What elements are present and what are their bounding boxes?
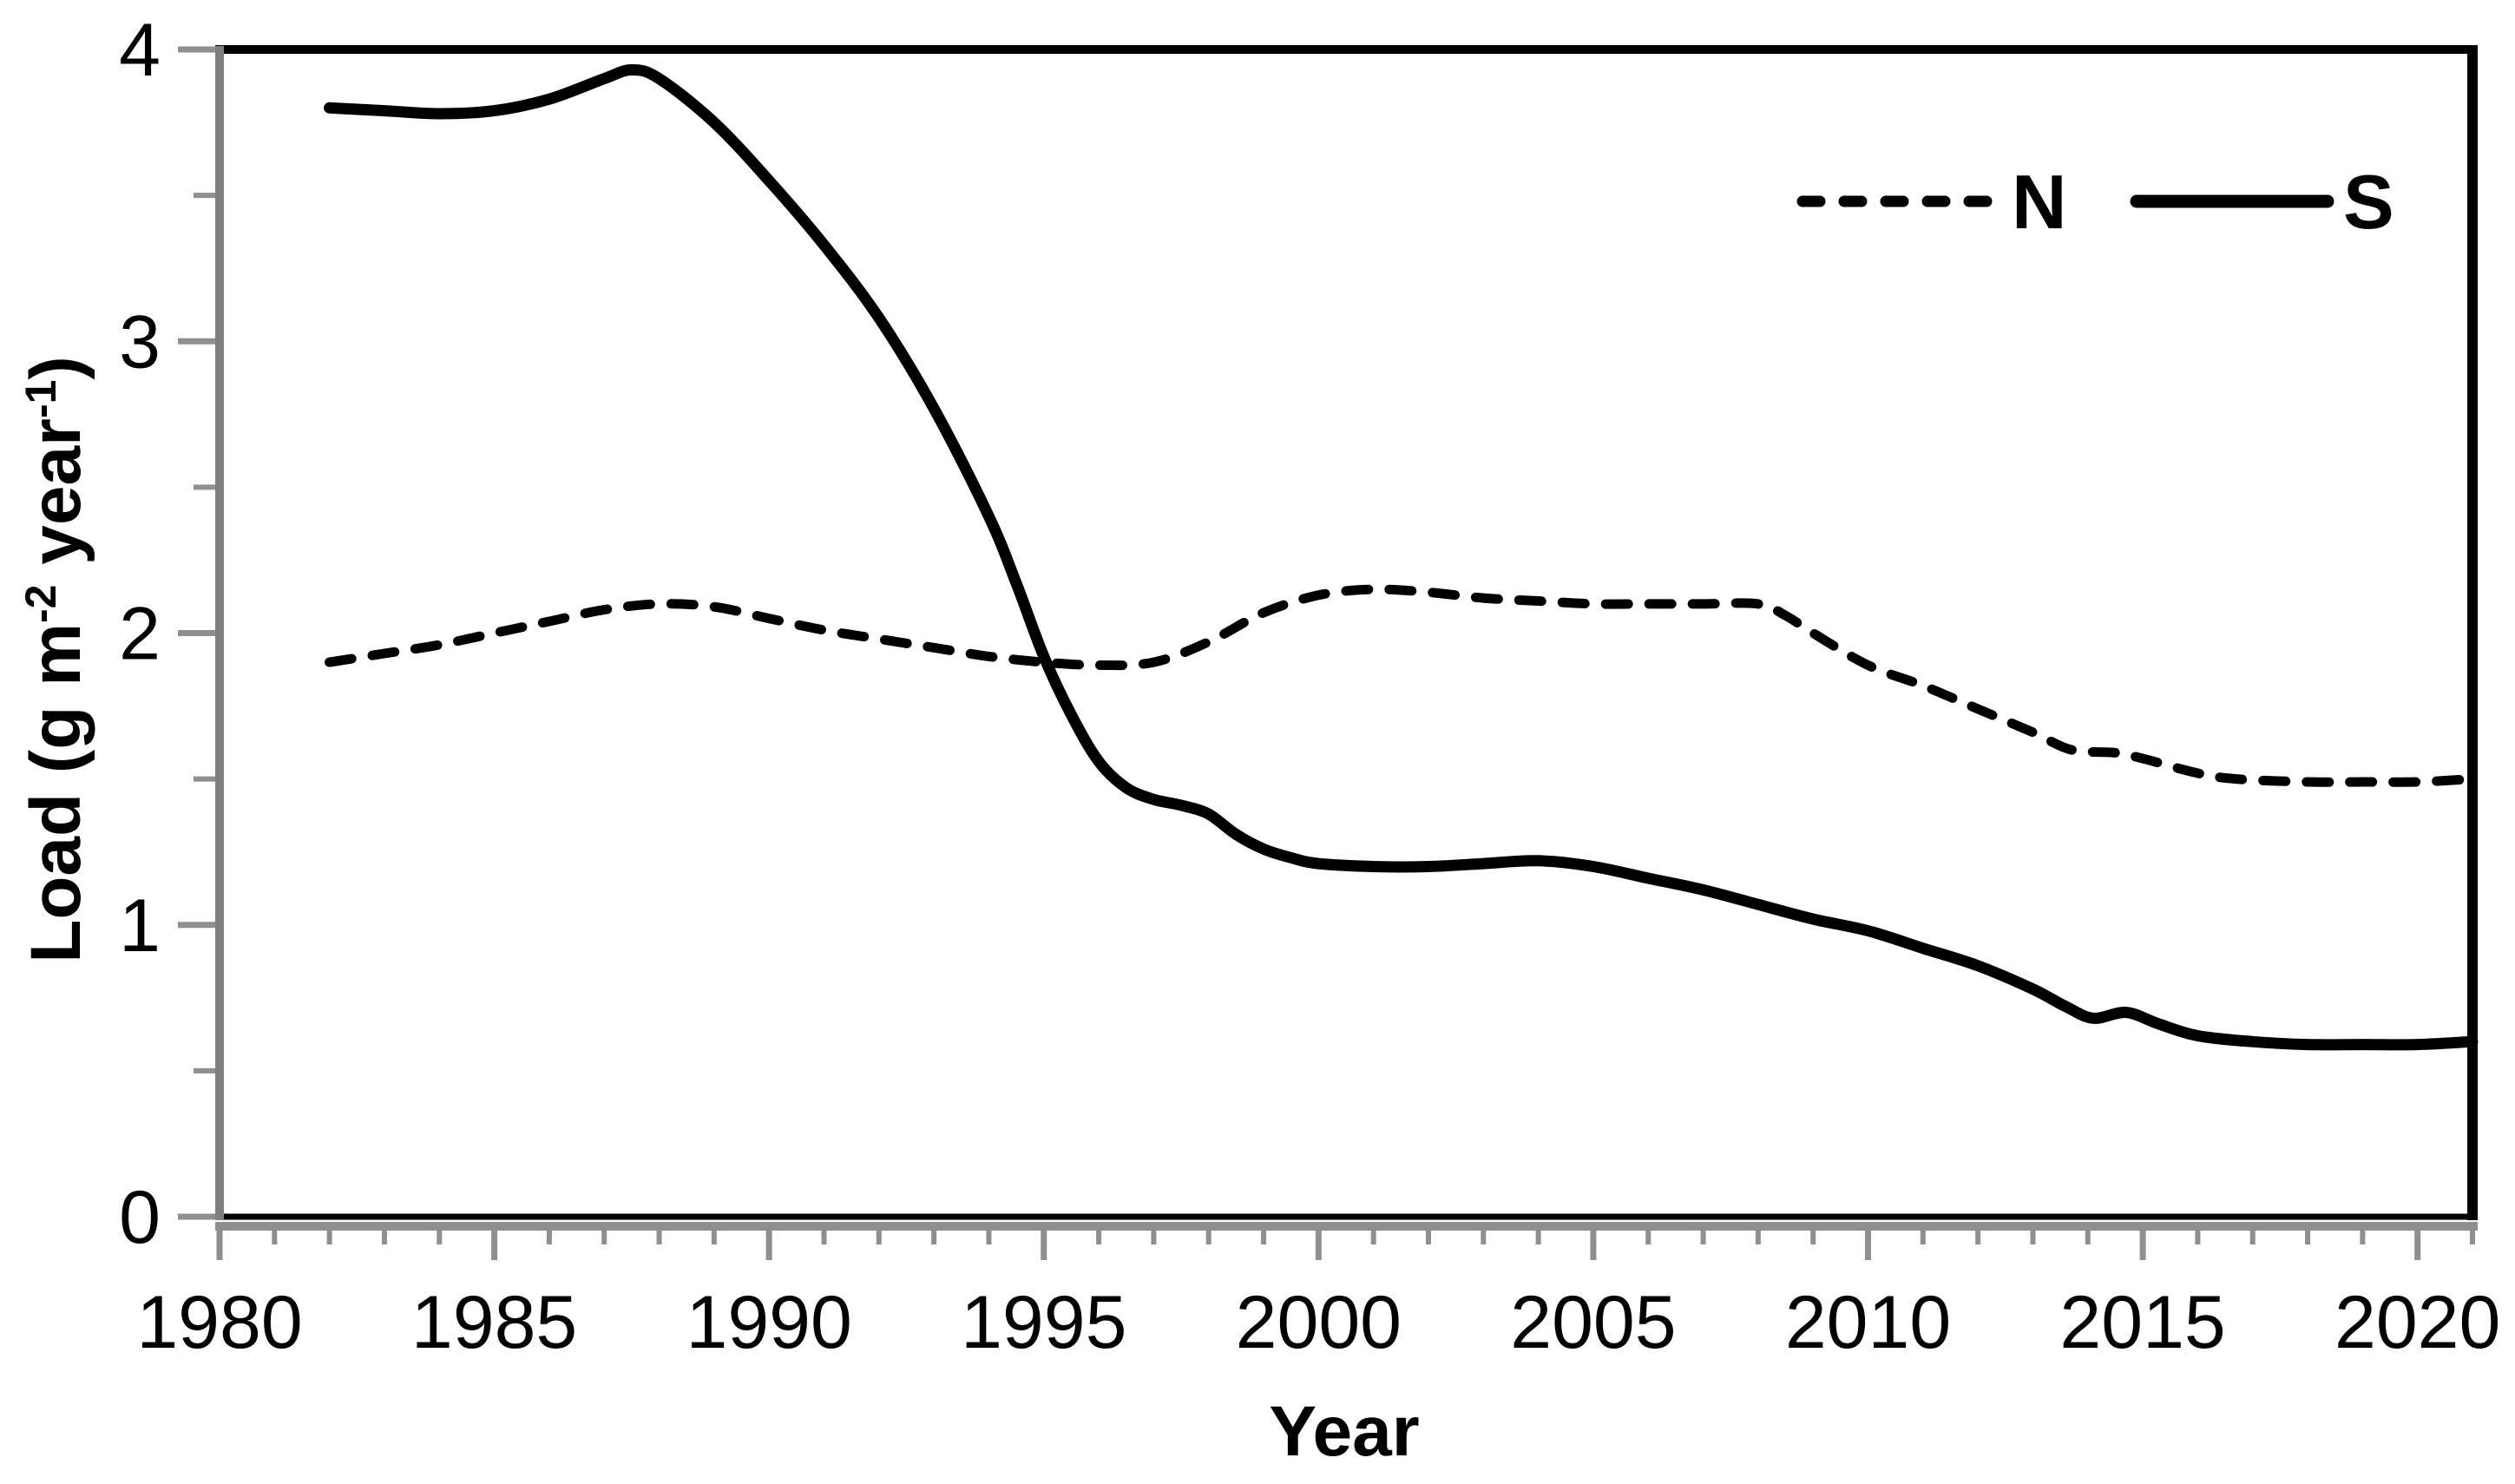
y-axis-ticks (178, 46, 216, 1220)
y-axis-title-part: ) (16, 356, 95, 379)
y-tick-label: 0 (119, 1176, 161, 1259)
axes-frame (215, 45, 2478, 1231)
y-tick-label: 1 (119, 884, 161, 968)
y-tick-labels: 0 1 2 3 4 (119, 9, 161, 1259)
y-axis-title: Load (g m-2 year-1) (16, 356, 95, 963)
x-tick-labels: 1980 1985 1990 1995 2000 2005 2010 2015 2020 (136, 1281, 2500, 1364)
series-s-line (324, 64, 2479, 1051)
legend-label-s: S (2343, 159, 2394, 245)
x-tick-label: 1990 (686, 1281, 852, 1364)
series-n-line (325, 584, 2478, 787)
x-tick-label: 1980 (136, 1281, 302, 1364)
x-tick-label: 2000 (1236, 1281, 1402, 1364)
x-axis-title: Year (1269, 1392, 1419, 1471)
legend-entry-s: S (2130, 159, 2394, 245)
x-tick-label: 2015 (2059, 1281, 2225, 1364)
x-tick-label: 2005 (1510, 1281, 1676, 1364)
y-tick-label: 4 (119, 9, 161, 92)
y-axis-title-superscript: -2 (16, 585, 65, 623)
x-tick-label: 1995 (961, 1281, 1126, 1364)
x-tick-label: 2020 (2334, 1281, 2500, 1364)
y-axis-title-part: Load (g m (16, 623, 95, 963)
y-axis-title-superscript: -1 (16, 380, 65, 418)
x-tick-label: 1985 (411, 1281, 577, 1364)
x-tick-label: 2010 (1785, 1281, 1951, 1364)
y-tick-label: 2 (119, 593, 161, 676)
legend-entry-n: N (1796, 159, 2067, 245)
data-series (324, 64, 2479, 1051)
y-axis-title-part: year (16, 418, 95, 585)
legend-label-n: N (2012, 159, 2067, 245)
y-tick-label: 3 (119, 300, 161, 384)
